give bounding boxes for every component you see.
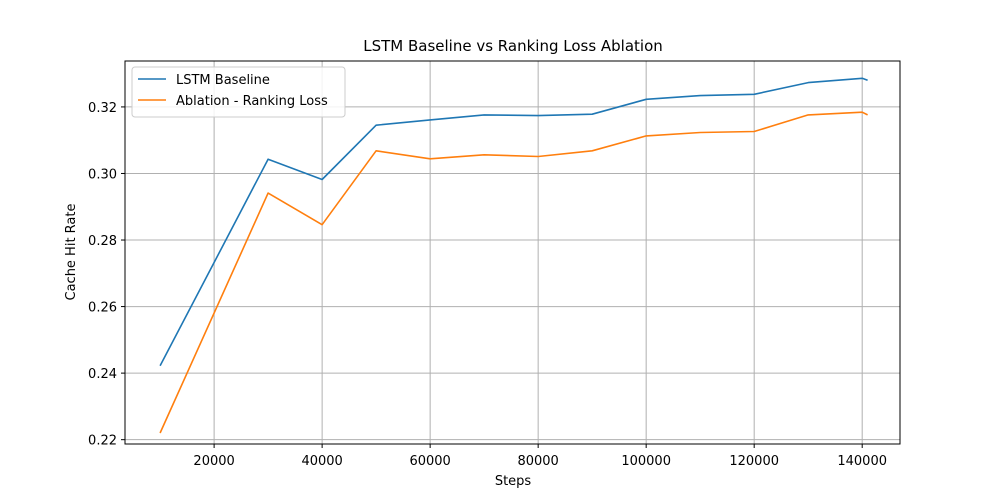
x-tick-label: 120000 bbox=[729, 454, 779, 469]
plot-frame bbox=[124, 60, 901, 445]
x-axis-ticks: 20000 40000 60000 80000 100000 120000 140000 bbox=[193, 444, 887, 469]
x-axis-label: Steps bbox=[495, 474, 532, 489]
y-tick-label: 0.22 bbox=[88, 434, 117, 449]
x-tick-label: 20000 bbox=[193, 454, 234, 469]
y-tick-label: 0.24 bbox=[88, 367, 117, 382]
x-tick-label: 140000 bbox=[837, 454, 887, 469]
x-tick-label: 100000 bbox=[621, 454, 671, 469]
y-axis-label: Cache Hit Rate bbox=[64, 204, 79, 301]
series-line-1 bbox=[159, 111, 868, 434]
series-layer bbox=[159, 77, 868, 434]
y-axis-ticks: 0.22 0.24 0.26 0.28 0.30 0.32 bbox=[88, 101, 125, 449]
legend-label: Ablation - Ranking Loss bbox=[176, 94, 328, 109]
legend: LSTM Baseline Ablation - Ranking Loss bbox=[131, 66, 346, 118]
series-line-0 bbox=[159, 77, 868, 367]
chart-title: LSTM Baseline vs Ranking Loss Ablation bbox=[363, 37, 663, 55]
x-tick-label: 60000 bbox=[409, 454, 450, 469]
y-tick-label: 0.32 bbox=[88, 101, 117, 116]
y-tick-label: 0.26 bbox=[88, 301, 117, 316]
grid bbox=[125, 61, 900, 444]
y-tick-label: 0.28 bbox=[88, 234, 117, 249]
x-tick-label: 80000 bbox=[517, 454, 558, 469]
y-tick-label: 0.30 bbox=[88, 167, 117, 182]
x-tick-label: 40000 bbox=[301, 454, 342, 469]
legend-box bbox=[131, 66, 346, 118]
legend-label: LSTM Baseline bbox=[176, 73, 270, 88]
